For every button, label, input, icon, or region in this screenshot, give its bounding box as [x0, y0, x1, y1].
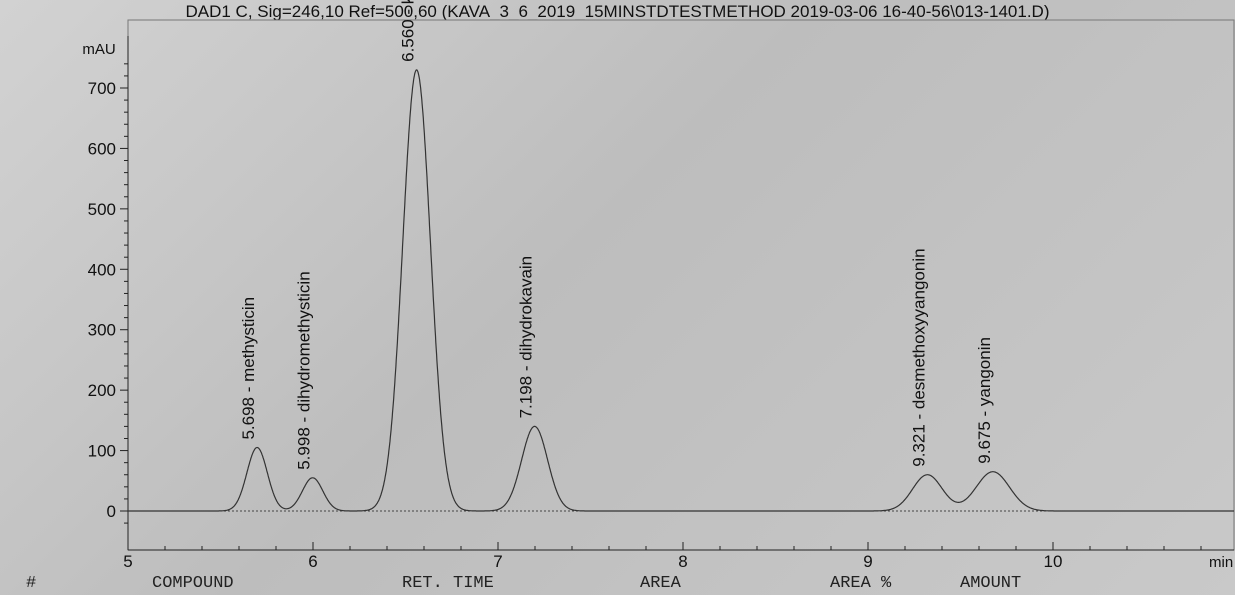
chart-title: DAD1 C, Sig=246,10 Ref=500,60 (KAVA_3_6_… — [185, 2, 1050, 21]
y-tick-label: 100 — [88, 442, 116, 461]
column-header-hash: # — [26, 574, 37, 593]
peak-label: 5.998 - dihydromethysticin — [295, 271, 314, 469]
chromatogram-trace — [128, 69, 1234, 512]
column-header-ret-time: RET. TIME — [402, 574, 494, 593]
trace-layer — [128, 69, 1234, 512]
peak-label: 9.675 - yangonin — [975, 337, 994, 464]
column-header-amount: AMOUNT — [960, 574, 1022, 593]
peak-labels-layer: 5.698 - methysticin 5.998 - dihydromethys… — [239, 0, 994, 470]
y-tick-label: 0 — [107, 502, 116, 521]
x-tick-label: 8 — [678, 552, 687, 571]
column-header-compound: COMPOUND — [152, 574, 234, 593]
x-axis-unit-label: min — [1209, 554, 1233, 571]
peak-label: 9.321 - desmethoxyyangonin — [909, 248, 928, 466]
x-tick-label: 7 — [493, 552, 502, 571]
x-tick-label: 5 — [123, 552, 132, 571]
column-header-area: AREA — [640, 574, 681, 593]
peak-label: 7.198 - dihydrokavain — [517, 256, 536, 419]
y-tick-label: 200 — [88, 381, 116, 400]
y-tick-label: 500 — [88, 200, 116, 219]
x-tick-label: 6 — [308, 552, 317, 571]
x-tick-label: 9 — [863, 552, 872, 571]
y-tick-label: 400 — [88, 260, 116, 279]
y-axis-unit-label: mAU — [82, 41, 115, 58]
column-header-area-pct: AREA % — [830, 574, 892, 593]
x-tick-label: 10 — [1044, 552, 1063, 571]
peak-label: 5.698 - methysticin — [239, 297, 258, 440]
peak-label: 6.560 - kavain — [399, 0, 418, 62]
y-tick-label: 700 — [88, 79, 116, 98]
results-table-header: # COMPOUND RET. TIME AREA AREA % AMOUNT — [0, 574, 1235, 595]
y-tick-label: 300 — [88, 321, 116, 340]
y-tick-label: 600 — [88, 139, 116, 158]
